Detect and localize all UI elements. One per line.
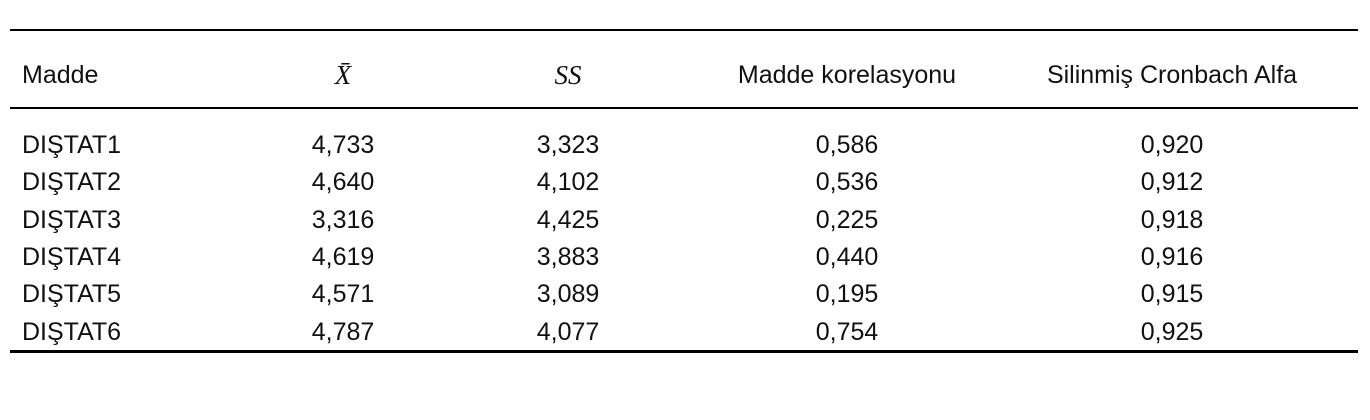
table-cell: 0,586	[815, 131, 879, 159]
table-cell: 0,225	[815, 205, 879, 234]
table-cell: 0,925	[1140, 317, 1204, 346]
table-cell: DIŞTAT1	[22, 131, 122, 159]
table-cell: 0,920	[1140, 131, 1204, 159]
top-rule	[10, 29, 1358, 31]
bottom-rule	[10, 350, 1358, 353]
table-cell: 0,440	[815, 242, 879, 271]
header-rule	[10, 107, 1358, 109]
table-cell: 0,536	[815, 168, 879, 197]
table-cell: 3,089	[536, 280, 600, 309]
table-cell: 4,619	[311, 242, 375, 271]
table-cell: DIŞTAT5	[22, 280, 122, 309]
table-cell: 4,102	[536, 168, 600, 197]
header-cell: Madde	[22, 61, 99, 89]
table-cell: 0,195	[815, 280, 879, 309]
table-cell: 4,425	[536, 205, 600, 234]
header-cell: Madde korelasyonu	[737, 61, 957, 89]
table-cell: 0,915	[1140, 280, 1204, 309]
table-cell: 3,323	[536, 131, 600, 159]
table-cell: 4,640	[311, 168, 375, 197]
table-cell: DIŞTAT4	[22, 242, 122, 271]
table-cell: DIŞTAT3	[22, 205, 122, 234]
table-cell: DIŞTAT2	[22, 168, 122, 197]
table-cell: 4,571	[311, 280, 375, 309]
table-cell: DIŞTAT6	[22, 317, 122, 346]
header-cell: SS	[554, 60, 582, 90]
table-cell: 0,912	[1140, 168, 1204, 197]
header-cell: Silinmiş Cronbach Alfa	[1046, 61, 1298, 89]
table-cell: 0,918	[1140, 205, 1204, 234]
table-cell: 3,316	[311, 205, 375, 234]
table-cell: 4,077	[536, 317, 600, 346]
table-cell: 0,754	[815, 317, 879, 346]
table-cell: 0,916	[1140, 242, 1204, 271]
table-cell: 4,787	[311, 317, 375, 346]
table-cell: 4,733	[311, 131, 375, 159]
header-cell: X̄	[334, 60, 352, 90]
table-cell: 3,883	[536, 242, 600, 271]
